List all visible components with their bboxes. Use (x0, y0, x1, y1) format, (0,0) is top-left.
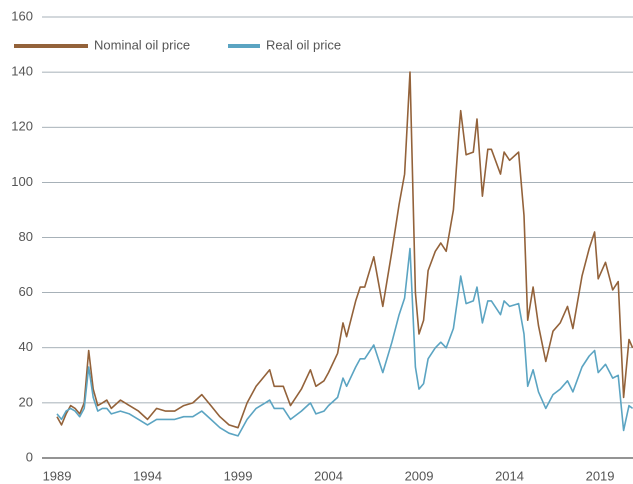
x-tick-label: 1989 (43, 468, 72, 483)
y-tick-label: 120 (11, 119, 33, 134)
y-tick-label: 100 (11, 174, 33, 189)
x-tick-label: 2014 (495, 468, 524, 483)
y-tick-label: 80 (19, 229, 33, 244)
x-tick-label: 1994 (133, 468, 162, 483)
y-tick-label: 140 (11, 64, 33, 79)
legend-label: Nominal oil price (94, 37, 190, 52)
x-tick-label: 2019 (586, 468, 615, 483)
x-tick-label: 2004 (314, 468, 343, 483)
series-line (56, 71, 633, 429)
y-tick-label: 160 (11, 8, 33, 23)
y-tick-label: 0 (26, 449, 33, 464)
legend-label: Real oil price (266, 37, 341, 52)
y-tick-label: 20 (19, 394, 33, 409)
x-tick-label: 2009 (405, 468, 434, 483)
x-tick-label: 1999 (224, 468, 253, 483)
y-tick-label: 60 (19, 284, 33, 299)
series-line (56, 247, 633, 437)
y-tick-label: 40 (19, 339, 33, 354)
